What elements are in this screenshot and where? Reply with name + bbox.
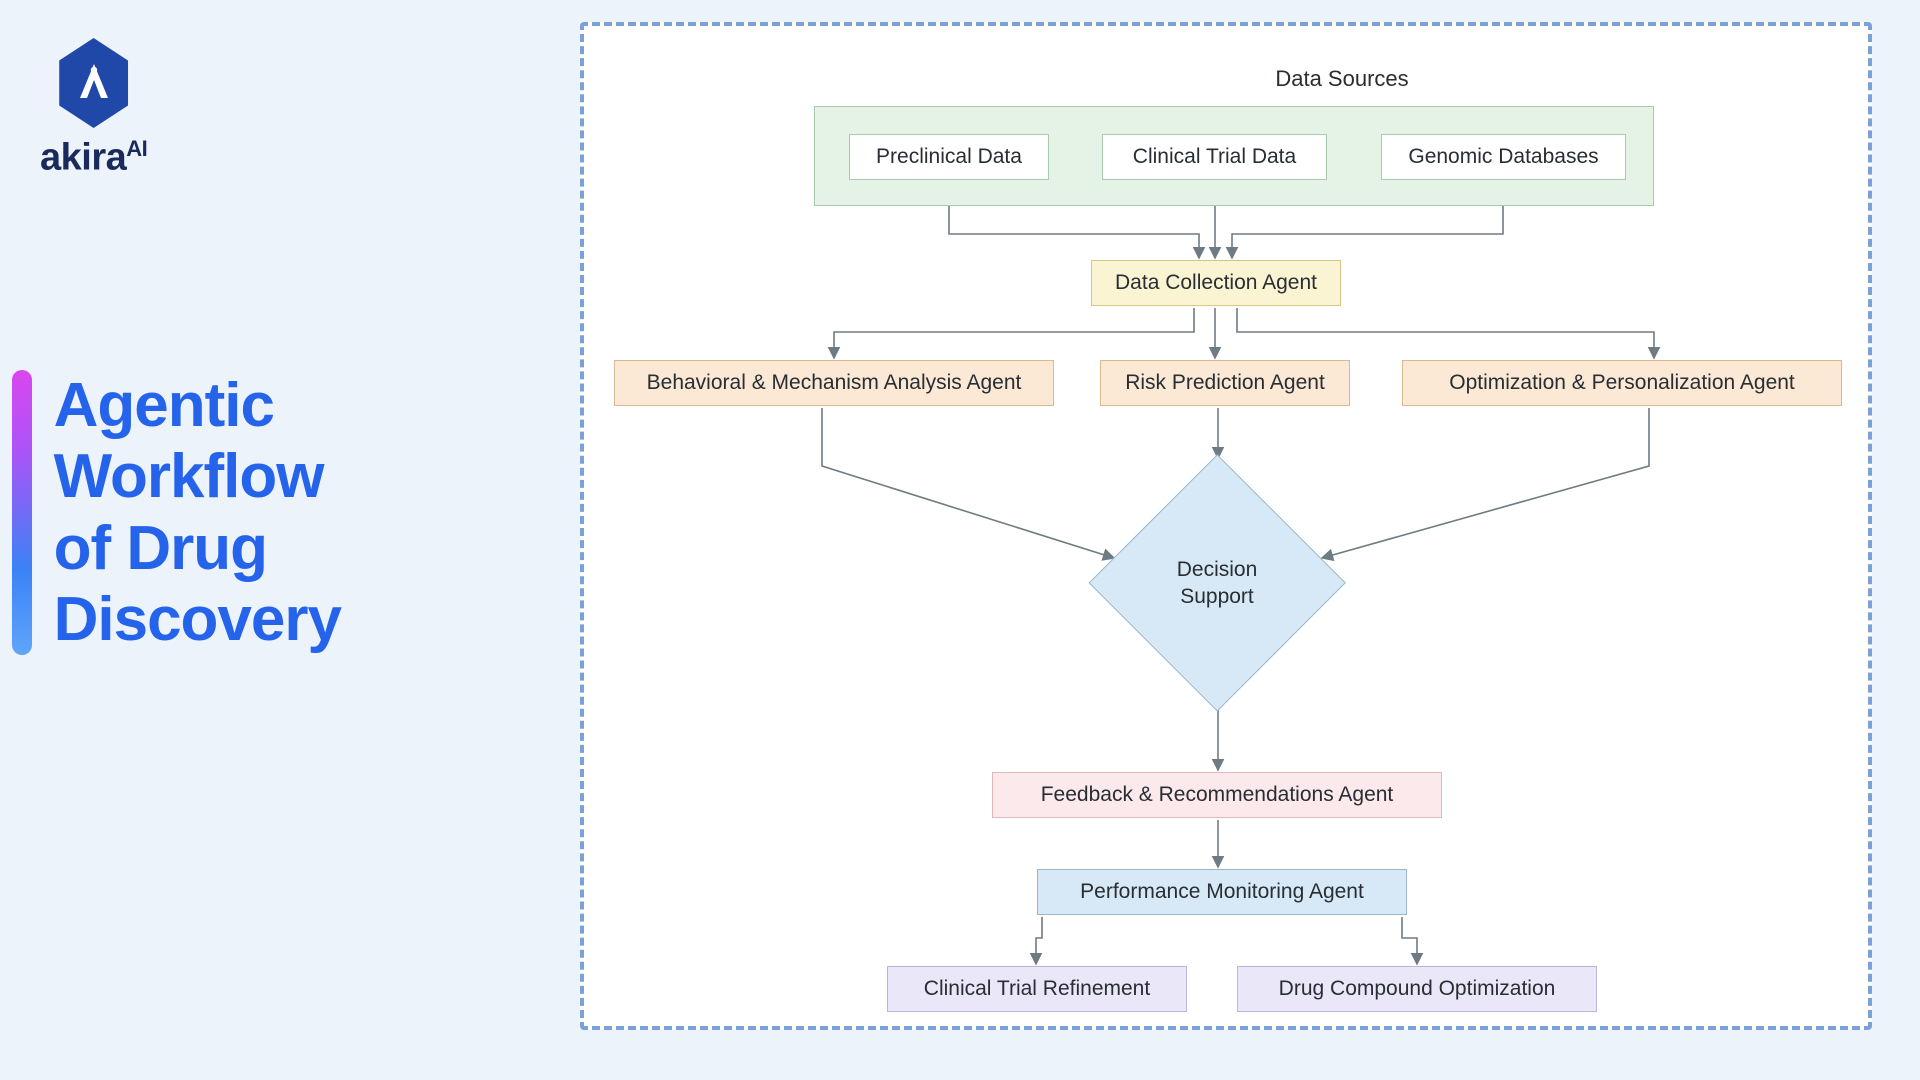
node-refinement: Clinical Trial Refinement [887,966,1187,1012]
node-preclinical: Preclinical Data [849,134,1049,180]
node-collection: Data Collection Agent [1091,260,1341,306]
edge-collection-optimization [1237,308,1654,358]
node-data_sources_label: Data Sources [1232,66,1452,92]
flowchart-panel: Data Sources Preclinical Data Clinical Tri… [580,22,1872,1030]
node-feedback: Feedback & Recommendations Agent [992,772,1442,818]
node-behavioral: Behavioral & Mechanism Analysis Agent [614,360,1054,406]
edge-optimization-decision [1322,408,1649,558]
logo-suffix: AI [126,136,147,161]
logo-name: akira [40,137,126,179]
node-decision: DecisionSupport [1088,454,1346,712]
edge-collection-behavioral [834,308,1194,358]
title-line-1: Agentic Workflow [54,370,560,513]
logo-hex-icon [54,38,134,128]
node-risk: Risk Prediction Agent [1100,360,1350,406]
left-panel: akiraAI Agentic Workflow of Drug Discove… [0,0,560,1080]
edge-monitoring-compound [1402,917,1417,964]
edge-behavioral-decision [822,408,1114,558]
node-optimization: Optimization & Personalization Agent [1402,360,1842,406]
node-genomic: Genomic Databases [1381,134,1626,180]
edge-monitoring-refinement [1036,917,1042,964]
node-clinical_trial: Clinical Trial Data [1102,134,1327,180]
page-title: Agentic Workflow of Drug Discovery [54,370,560,655]
node-monitoring: Performance Monitoring Agent [1037,869,1407,915]
logo-text: akiraAI [40,136,147,180]
title-line-2: of Drug Discovery [54,513,560,656]
logo: akiraAI [40,38,147,180]
page-title-block: Agentic Workflow of Drug Discovery [12,370,560,655]
title-accent-bar [12,370,32,655]
node-compound: Drug Compound Optimization [1237,966,1597,1012]
